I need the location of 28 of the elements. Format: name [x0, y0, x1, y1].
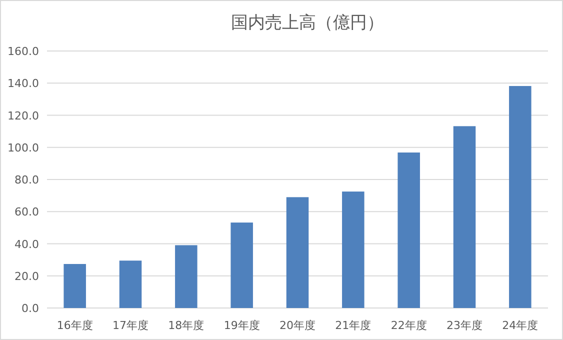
bar	[453, 126, 476, 308]
x-tick-label: 18年度	[168, 319, 204, 332]
y-tick-label: 20.0	[14, 270, 39, 283]
bar	[342, 192, 364, 308]
bar	[398, 152, 420, 308]
bar	[119, 260, 142, 308]
y-tick-label: 100.0	[8, 141, 39, 154]
y-tick-label: 160.0	[8, 45, 39, 58]
x-tick-label: 22年度	[390, 319, 427, 332]
bar	[509, 86, 532, 308]
y-tick-label: 120.0	[8, 109, 39, 122]
bar	[64, 264, 86, 308]
x-tick-label: 24年度	[502, 319, 538, 332]
y-tick-label: 40.0	[14, 238, 39, 251]
y-tick-label: 140.0	[8, 77, 39, 90]
bar	[286, 197, 309, 308]
x-tick-label: 21年度	[335, 319, 372, 332]
x-tick-label: 16年度	[56, 319, 93, 332]
x-tick-label: 20年度	[280, 319, 316, 332]
x-tick-label: 17年度	[112, 319, 148, 332]
y-tick-label: 60.0	[14, 206, 39, 219]
x-tick-label: 23年度	[446, 319, 482, 332]
x-tick-label: 19年度	[224, 319, 260, 332]
y-tick-label: 80.0	[14, 174, 39, 186]
bar	[175, 245, 198, 308]
y-tick-label: 0.0	[22, 302, 39, 315]
bar	[230, 222, 253, 308]
chart-title: 国内売上高（億円）	[231, 13, 384, 33]
